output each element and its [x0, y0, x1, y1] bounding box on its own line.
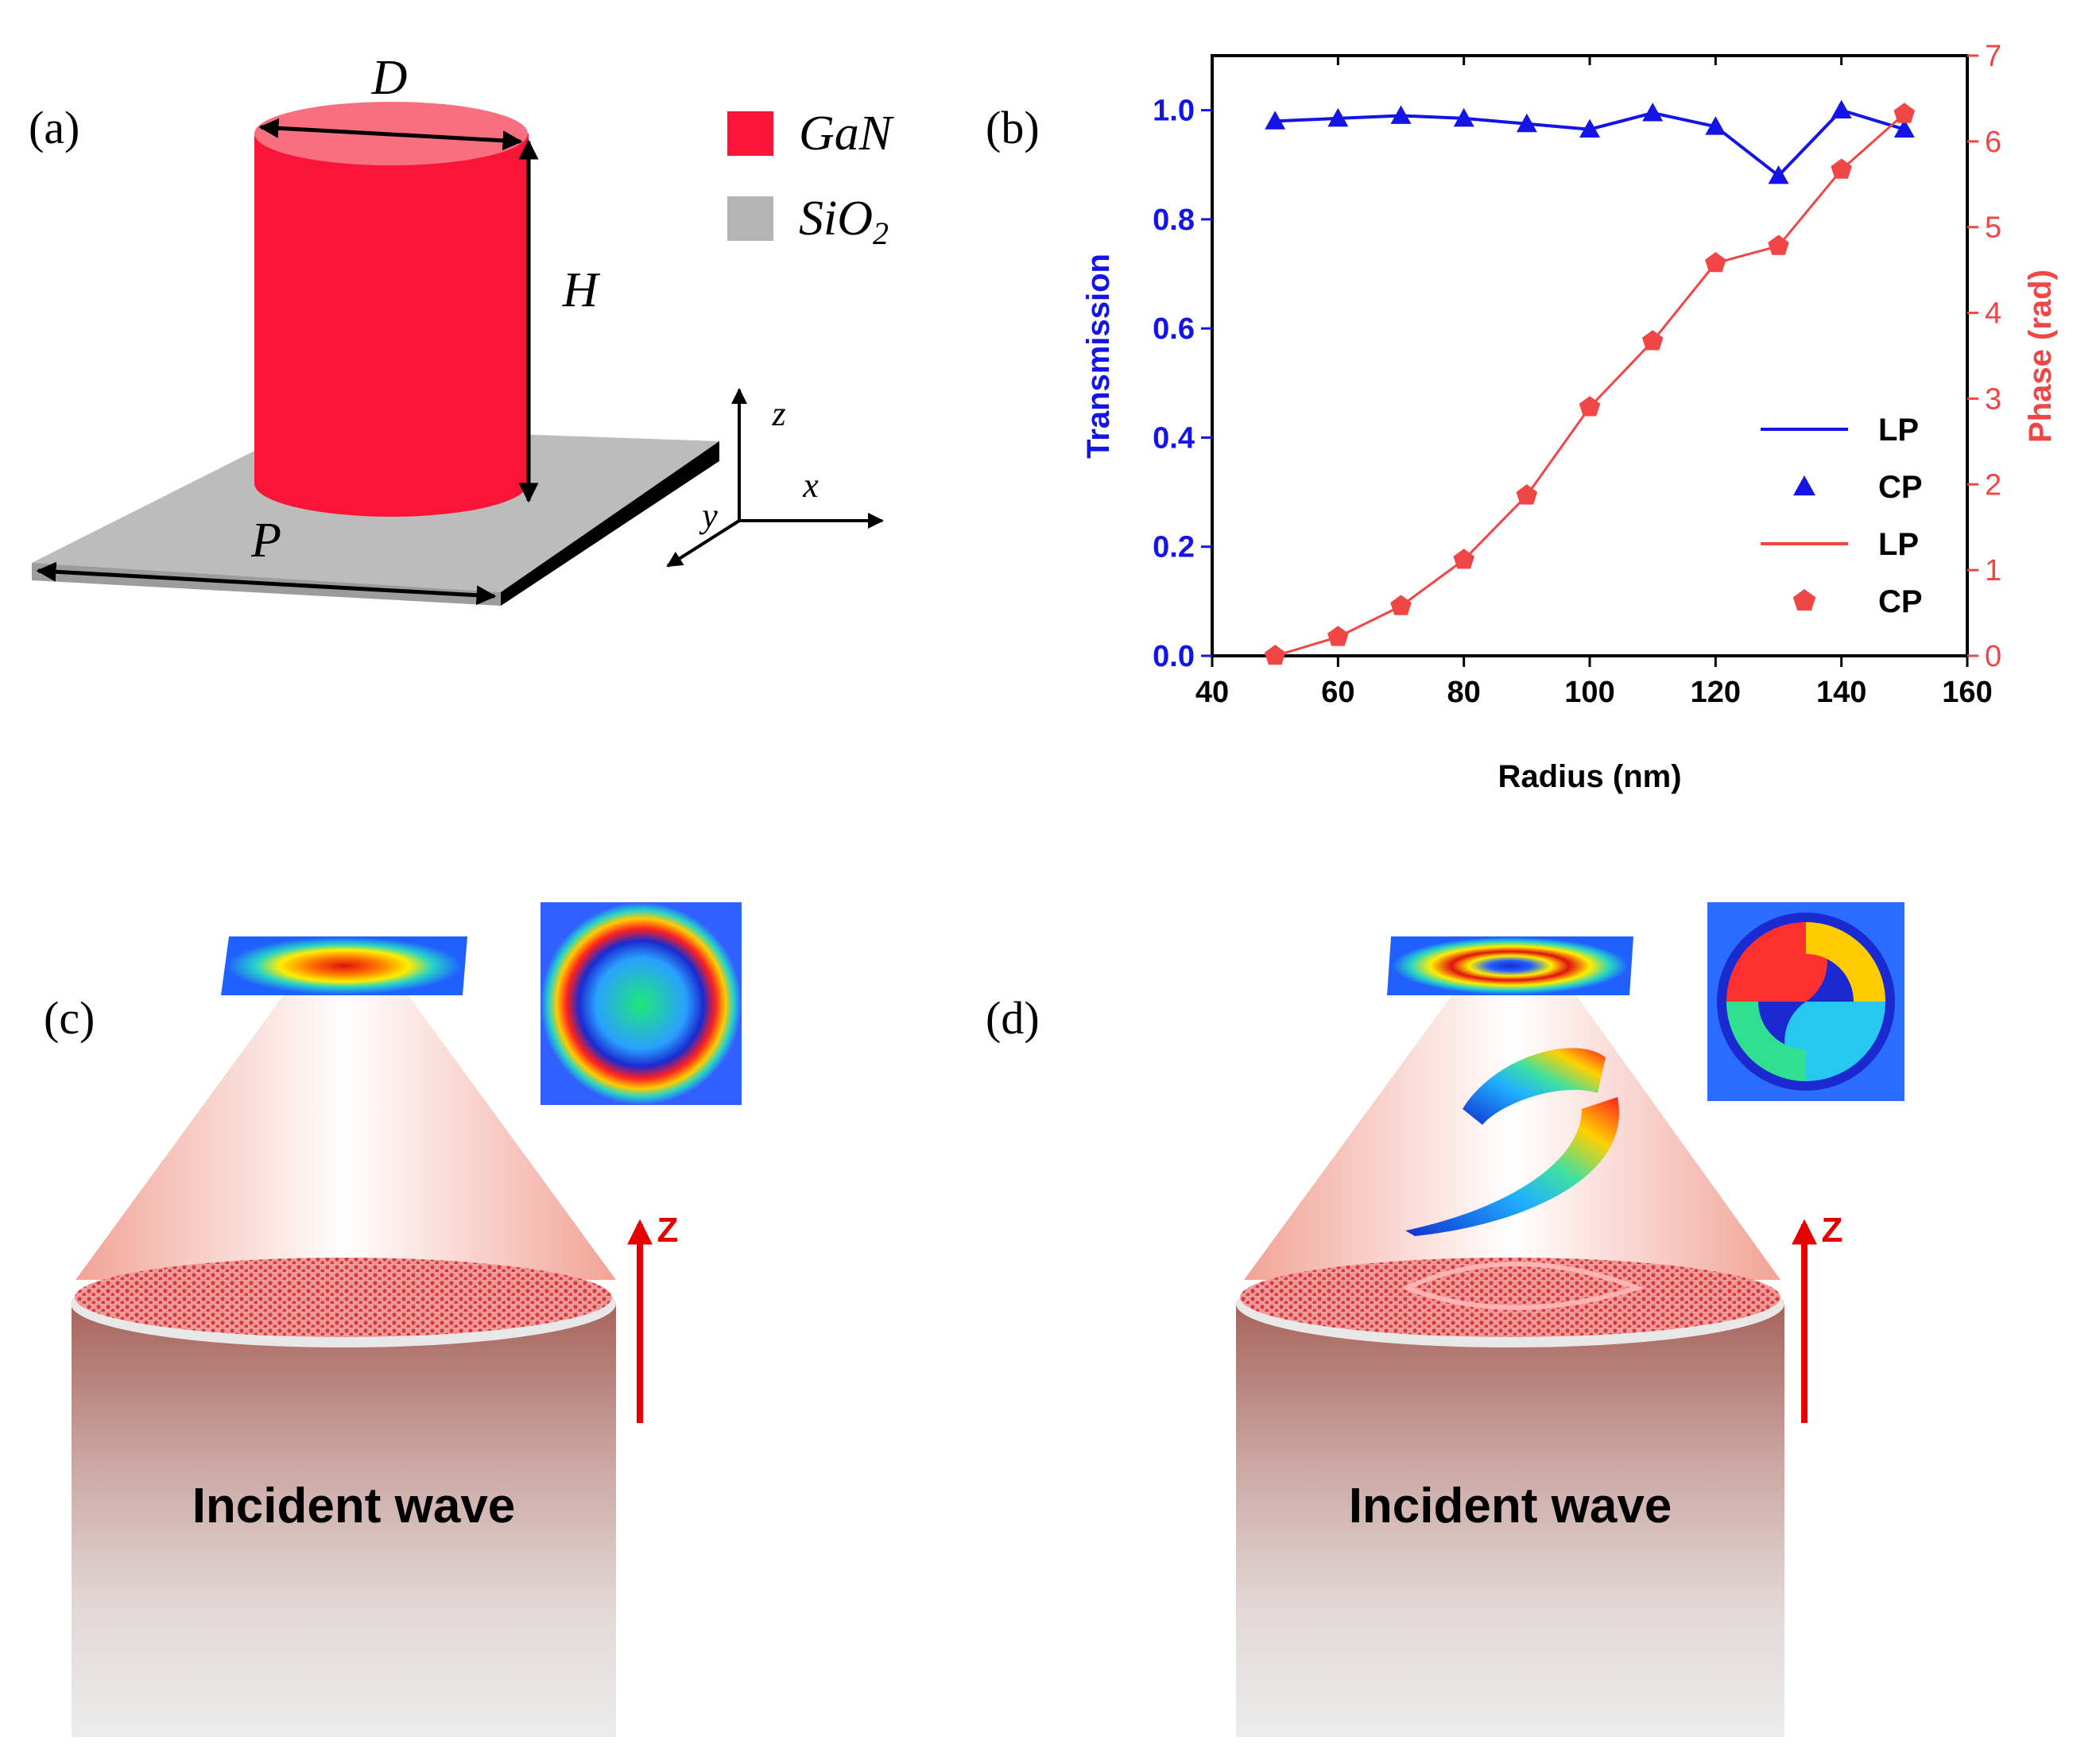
- legend-triangle-marker: [1793, 475, 1815, 496]
- focusing-beam: [76, 970, 616, 1280]
- y2-tick-label: 1: [1985, 554, 2001, 587]
- series-line-phase: [1274, 113, 1905, 657]
- incident-wave-column: [1236, 1304, 1784, 1737]
- y-tick-label: 0.0: [1153, 640, 1195, 673]
- diameter-arrow: [258, 118, 523, 151]
- x-axis-title: Radius (nm): [1498, 759, 1681, 794]
- panel-a: (a) D H P z x y GaN SiO2: [29, 51, 895, 606]
- y2-tick-label: 6: [1985, 126, 2001, 159]
- phase-point: [1264, 645, 1286, 665]
- legend-pentagon-marker: [1792, 589, 1816, 611]
- phase-map-vortex: [1707, 902, 1904, 1101]
- x-tick-label: 60: [1321, 676, 1354, 709]
- x-tick-label: 100: [1564, 676, 1614, 709]
- period-label: P: [250, 514, 281, 568]
- y2-tick-label: 5: [1985, 211, 2001, 245]
- y-tick-label: 0.2: [1153, 531, 1195, 564]
- transmission-point: [1390, 105, 1412, 124]
- legend-label-sio2: SiO2: [799, 192, 889, 251]
- incident-wave-column: [72, 1304, 616, 1737]
- transmission-point: [1893, 118, 1915, 138]
- transmission-point: [1705, 116, 1726, 135]
- x-tick-label: 120: [1691, 676, 1741, 709]
- transmission-point: [1768, 165, 1789, 184]
- y-tick-label: 0.8: [1153, 204, 1195, 237]
- legend-label-gan: GaN: [799, 107, 895, 161]
- x-tick-label: 160: [1942, 676, 1992, 709]
- y2-tick-label: 4: [1985, 297, 2001, 331]
- incident-wave-label: Incident wave: [192, 1479, 516, 1533]
- y2-tick-label: 3: [1985, 382, 2001, 416]
- x-axis-label: x: [802, 466, 819, 505]
- height-label: H: [562, 263, 601, 317]
- y-axis-label: y: [699, 496, 718, 535]
- panel-label-a: (a): [29, 102, 79, 153]
- x-tick-label: 140: [1816, 676, 1866, 709]
- panel-b-chart: (b) Transmission Phase (rad) Radius (nm)…: [986, 40, 2058, 794]
- legend-label: CP: [1878, 584, 1923, 619]
- z-label: Z: [1822, 1211, 1843, 1250]
- transmission-point: [1579, 118, 1600, 138]
- transmission-point: [1327, 107, 1349, 127]
- y-axis-title: Transmission: [1081, 254, 1116, 459]
- y-axis-arrow: [666, 519, 741, 568]
- phase-point: [1453, 549, 1474, 569]
- phase-point: [1516, 484, 1538, 505]
- phase-point: [1893, 103, 1916, 123]
- phase-point: [1641, 330, 1664, 351]
- helical-wavefront: [1405, 1097, 1619, 1236]
- phase-point: [1579, 396, 1601, 417]
- legend-label: CP: [1878, 470, 1923, 505]
- phase-point: [1390, 595, 1412, 615]
- x-tick-label: 40: [1195, 676, 1229, 709]
- focusing-beam: [1244, 970, 1780, 1280]
- plot-frame: [1211, 54, 1969, 657]
- y2-tick-label: 0: [1985, 640, 2001, 673]
- legend-label: LP: [1878, 527, 1919, 562]
- z-label: Z: [657, 1211, 679, 1250]
- transmission-point: [1453, 107, 1474, 127]
- legend-swatch-gan: [727, 111, 773, 156]
- phase-point: [1768, 235, 1789, 255]
- y2-axis-title: Phase (rad): [2023, 269, 2058, 443]
- legend-swatch-sio2: [727, 196, 773, 241]
- focal-intensity-map: [227, 937, 462, 994]
- phase-point: [1327, 626, 1349, 646]
- period-arrow: [36, 561, 497, 606]
- y-tick-label: 0.4: [1153, 421, 1195, 455]
- phase-map-lens: [541, 902, 742, 1105]
- substrate-side: [501, 441, 719, 606]
- y-tick-label: 0.6: [1153, 312, 1195, 346]
- phase-point: [1831, 158, 1852, 179]
- donut-intensity-map: [1393, 937, 1628, 994]
- gan-pillar: [254, 134, 529, 483]
- metasurface-lens: [75, 1258, 612, 1337]
- transmission-point: [1642, 103, 1664, 122]
- y-tick-label: 1.0: [1153, 95, 1195, 128]
- panel-label-d: (d): [986, 992, 1040, 1044]
- x-tick-label: 80: [1447, 676, 1481, 709]
- transmission-point: [1831, 99, 1852, 119]
- legend-label: LP: [1878, 413, 1919, 448]
- incident-wave-label: Incident wave: [1349, 1479, 1672, 1533]
- y2-tick-label: 7: [1985, 40, 2001, 73]
- phase-point: [1705, 252, 1726, 273]
- metasurface-vortex-plate: [1240, 1258, 1780, 1337]
- diameter-label: D: [371, 51, 408, 105]
- transmission-point: [1516, 113, 1537, 133]
- panel-c: (c) Z Incident wave: [44, 902, 742, 1737]
- panel-d: (d) Z Incident wave: [986, 902, 1904, 1737]
- panel-label-c: (c): [44, 992, 95, 1044]
- y2-tick-label: 2: [1985, 468, 2001, 502]
- transmission-point: [1265, 110, 1286, 130]
- z-axis-label: z: [771, 394, 785, 433]
- panel-label-b: (b): [986, 102, 1040, 153]
